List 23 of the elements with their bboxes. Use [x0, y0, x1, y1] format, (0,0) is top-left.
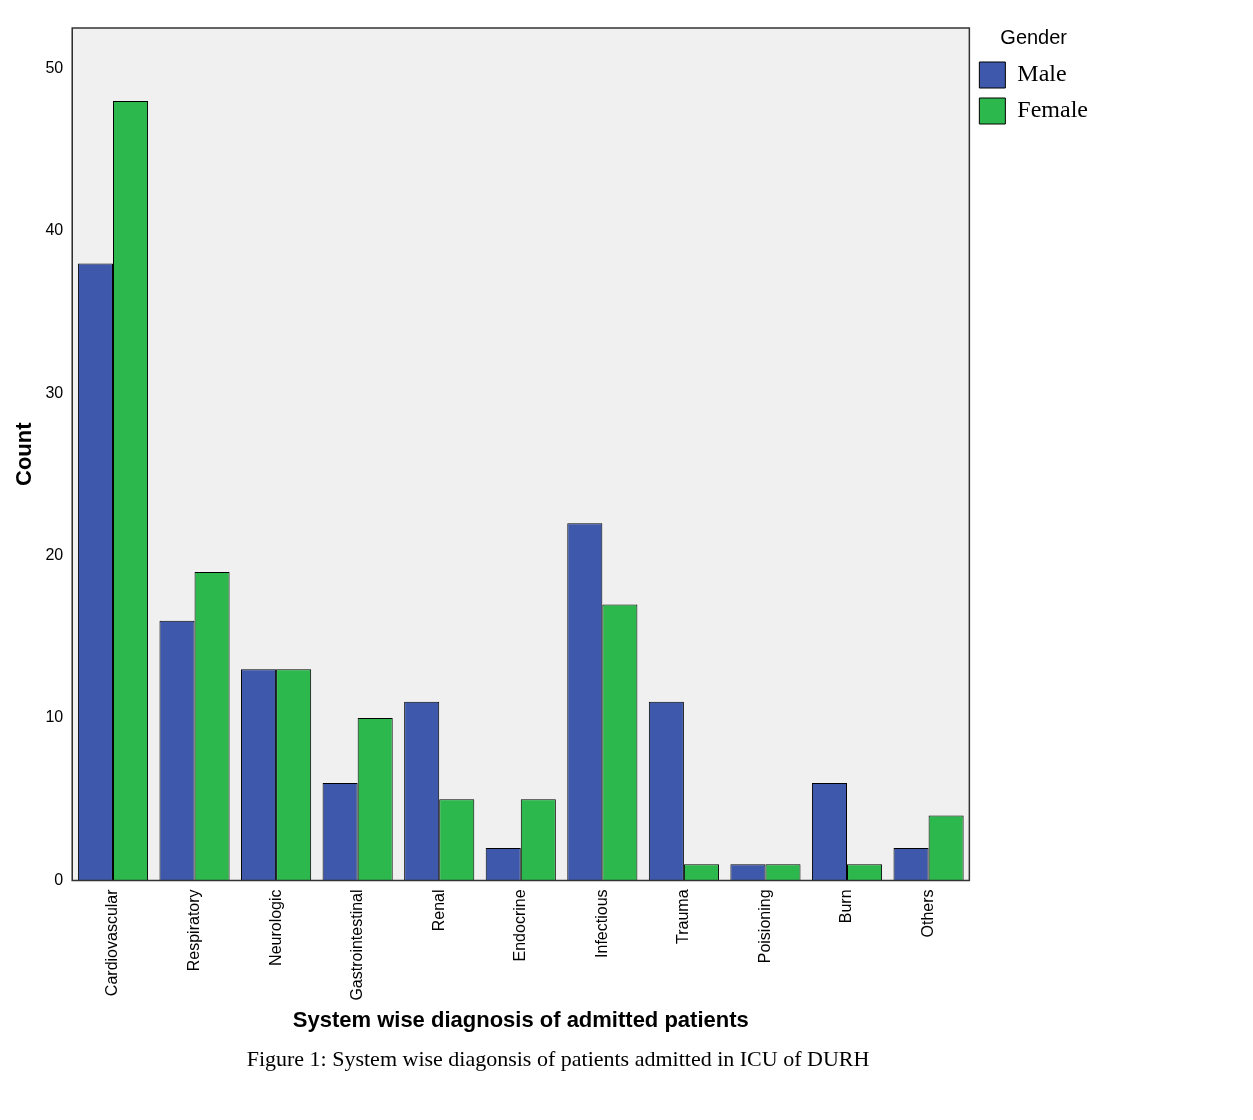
x-tick-label: Respiratory: [184, 889, 202, 972]
y-tick-label: 50: [45, 59, 64, 76]
caption: Figure 1: System wise diagonsis of patients admitted in ICU of DURH: [245, 1046, 871, 1072]
x-tick-label: Cardiovascular: [103, 888, 121, 997]
y-axis-title: Count: [11, 421, 37, 486]
x-tick-label: Poisioning: [755, 889, 773, 964]
y-tick-label: 30: [45, 383, 64, 401]
y-tick-label: 20: [45, 546, 64, 564]
x-tick-label: Trauma: [674, 889, 692, 944]
x-tick-label: Burn: [837, 889, 855, 924]
y-tick-label: 40: [45, 221, 64, 239]
x-axis-title: System wise diagnosis of admitted patients: [292, 1006, 749, 1032]
y-tick-label: 0: [54, 870, 64, 888]
legend-title: Gender: [1000, 25, 1068, 48]
legend-label: Female: [1017, 96, 1088, 123]
y-tick-label: 10: [45, 708, 64, 726]
x-tick-label: Others: [918, 889, 936, 938]
x-tick-label: Neurologic: [266, 889, 284, 966]
x-tick-label: Gastrointestinal: [348, 889, 366, 1001]
x-tick-label: Renal: [429, 889, 447, 932]
x-tick-label: Endocrine: [511, 889, 529, 962]
x-tick-label: Infectious: [592, 889, 610, 958]
legend-label: Male: [1017, 60, 1067, 87]
